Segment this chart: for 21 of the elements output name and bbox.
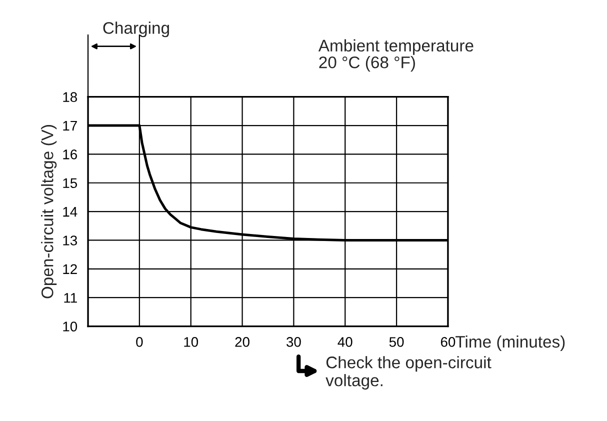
x-axis-title: Time (minutes)	[456, 335, 565, 351]
text: Charging	[103, 22, 169, 38]
y-tick-label: 10	[63, 322, 78, 332]
y-tick-label: 12	[63, 264, 77, 274]
x-tick-label: 30	[286, 337, 301, 347]
text: Ambient temperature 20 °C (68 °F)	[318, 39, 474, 72]
y-tick-label: 18	[63, 92, 77, 102]
y-tick-label: 13	[63, 236, 77, 246]
x-tick-label: 0	[136, 337, 143, 347]
x-tick-label: 40	[338, 337, 352, 347]
x-tick-label: 50	[389, 337, 404, 347]
x-tick-label: 60	[440, 337, 456, 347]
y-tick-label: 14	[63, 207, 78, 217]
y-axis-title: Open-circuit voltage (V)	[41, 125, 57, 298]
text: Check the open-circuit voltage.	[326, 356, 492, 390]
x-tick-label: 10	[184, 337, 198, 347]
y-tick-label: 17	[63, 120, 77, 131]
x-tick-label: 20	[235, 337, 250, 347]
y-tick-label: 15	[63, 178, 78, 188]
y-tick-label: 16	[63, 150, 77, 160]
y-tick-label: 11	[64, 293, 77, 303]
